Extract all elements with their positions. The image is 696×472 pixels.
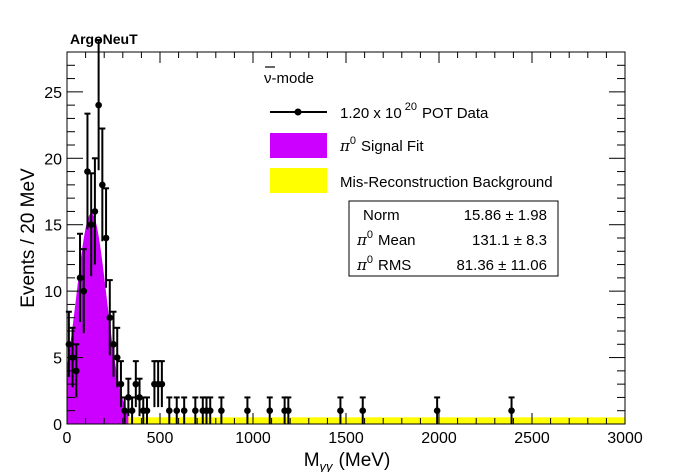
- data-point: [91, 208, 99, 215]
- legend-background-label: Mis-Reconstruction Background: [340, 174, 553, 191]
- y-tick-label: 0: [53, 417, 62, 434]
- legend-data-label: 1.20 x 10 20 POT Data: [340, 101, 489, 122]
- y-tick-label: 20: [44, 151, 62, 168]
- legend-signal-rest: Signal Fit: [361, 138, 424, 155]
- chart-title: ArgoNeuT: [70, 31, 138, 47]
- stats-row-rms-label: RMS: [378, 257, 411, 274]
- data-point: [99, 181, 106, 189]
- legend-data-label-rest: POT Data: [422, 105, 489, 122]
- data-point: [218, 407, 225, 415]
- data-point: [95, 101, 102, 109]
- data-point: [121, 407, 128, 415]
- data-layer: [65, 39, 515, 424]
- x-tick-label: 3000: [607, 430, 643, 447]
- x-axis-label-main: M: [304, 450, 320, 471]
- data-point: [113, 354, 121, 361]
- x-axis-label-sub: γγ: [320, 459, 335, 472]
- x-tick-label: 0: [63, 430, 72, 447]
- data-point: [180, 407, 188, 415]
- stats-row-norm-value: 15.86 ± 1.98: [464, 207, 547, 224]
- legend-header-nu: ν: [264, 70, 272, 87]
- legend-signal-sup: 0: [350, 135, 356, 147]
- stats-box-frame: [348, 200, 559, 277]
- data-point: [110, 340, 117, 348]
- legend-signal-swatch: [270, 133, 327, 158]
- data-point: [102, 234, 110, 242]
- x-tick-label: 1000: [235, 430, 271, 447]
- data-point: [158, 380, 166, 388]
- data-point: [433, 407, 441, 415]
- stats-row-rms-sup: 0: [367, 254, 373, 266]
- data-point: [106, 314, 114, 322]
- legend-header: ν-mode: [264, 70, 314, 87]
- stats-row-rms-pi: π: [356, 256, 368, 274]
- data-point: [166, 407, 173, 415]
- legend-data-label-main: 1.20 x 10: [340, 105, 402, 122]
- data-point: [206, 407, 214, 415]
- legend-signal-label: π0 Signal Fit: [339, 135, 424, 155]
- data-point: [244, 407, 251, 415]
- data-point: [337, 407, 344, 415]
- x-axis-label-unit: (MeV): [339, 450, 391, 471]
- stats-row-mean-sup: 0: [367, 229, 373, 241]
- y-tick-label: 25: [44, 85, 62, 102]
- legend: ν-mode 1.20 x 10 20 POT Data π0 Signal Fit …: [264, 70, 553, 193]
- x-tick-label: 1500: [328, 430, 364, 447]
- data-point: [125, 394, 132, 401]
- x-tick-label: 500: [147, 430, 174, 447]
- legend-data-label-exp: 20: [405, 101, 417, 113]
- y-tick-label: 10: [44, 284, 62, 301]
- y-axis-label: Events / 20 MeV: [18, 168, 39, 308]
- data-point: [128, 407, 136, 415]
- data-point: [359, 407, 367, 415]
- legend-header-rest: -mode: [272, 70, 315, 87]
- legend-data-marker-dot: [294, 108, 302, 116]
- x-tick-label: 2000: [421, 430, 457, 447]
- y-tick-label: 5: [53, 351, 62, 368]
- legend-signal-pi: π: [339, 137, 351, 155]
- stats-row-rms-name: π0 RMS: [356, 254, 411, 274]
- data-point: [143, 407, 151, 415]
- data-point: [173, 407, 181, 415]
- data-point: [80, 287, 88, 295]
- stats-row-mean-pi: π: [356, 231, 368, 249]
- stats-row-mean-label: Mean: [378, 232, 416, 249]
- data-point: [132, 380, 140, 388]
- data-point: [192, 407, 199, 415]
- data-point: [508, 407, 515, 415]
- x-axis-label: Mγγ (MeV): [304, 450, 391, 472]
- data-point: [76, 274, 84, 282]
- stats-row-rms-value: 81.36 ± 11.06: [456, 257, 547, 274]
- stats-row-mean-value: 131.1 ± 8.3: [472, 232, 547, 249]
- data-point: [117, 380, 125, 388]
- legend-background-swatch: [270, 168, 327, 193]
- y-tick-label: 15: [44, 218, 62, 235]
- data-point: [266, 407, 274, 415]
- data-point: [73, 367, 80, 375]
- stats-row-mean-name: π0 Mean: [356, 229, 416, 249]
- data-point: [136, 394, 143, 401]
- data-point: [87, 221, 95, 229]
- stats-row-norm-name: Norm: [363, 207, 400, 224]
- x-tick-label: 2500: [514, 430, 550, 447]
- stats-box: Norm 15.86 ± 1.98 π0 Mean 131.1 ± 8.3 π0 R…: [348, 200, 559, 277]
- data-point: [285, 407, 292, 415]
